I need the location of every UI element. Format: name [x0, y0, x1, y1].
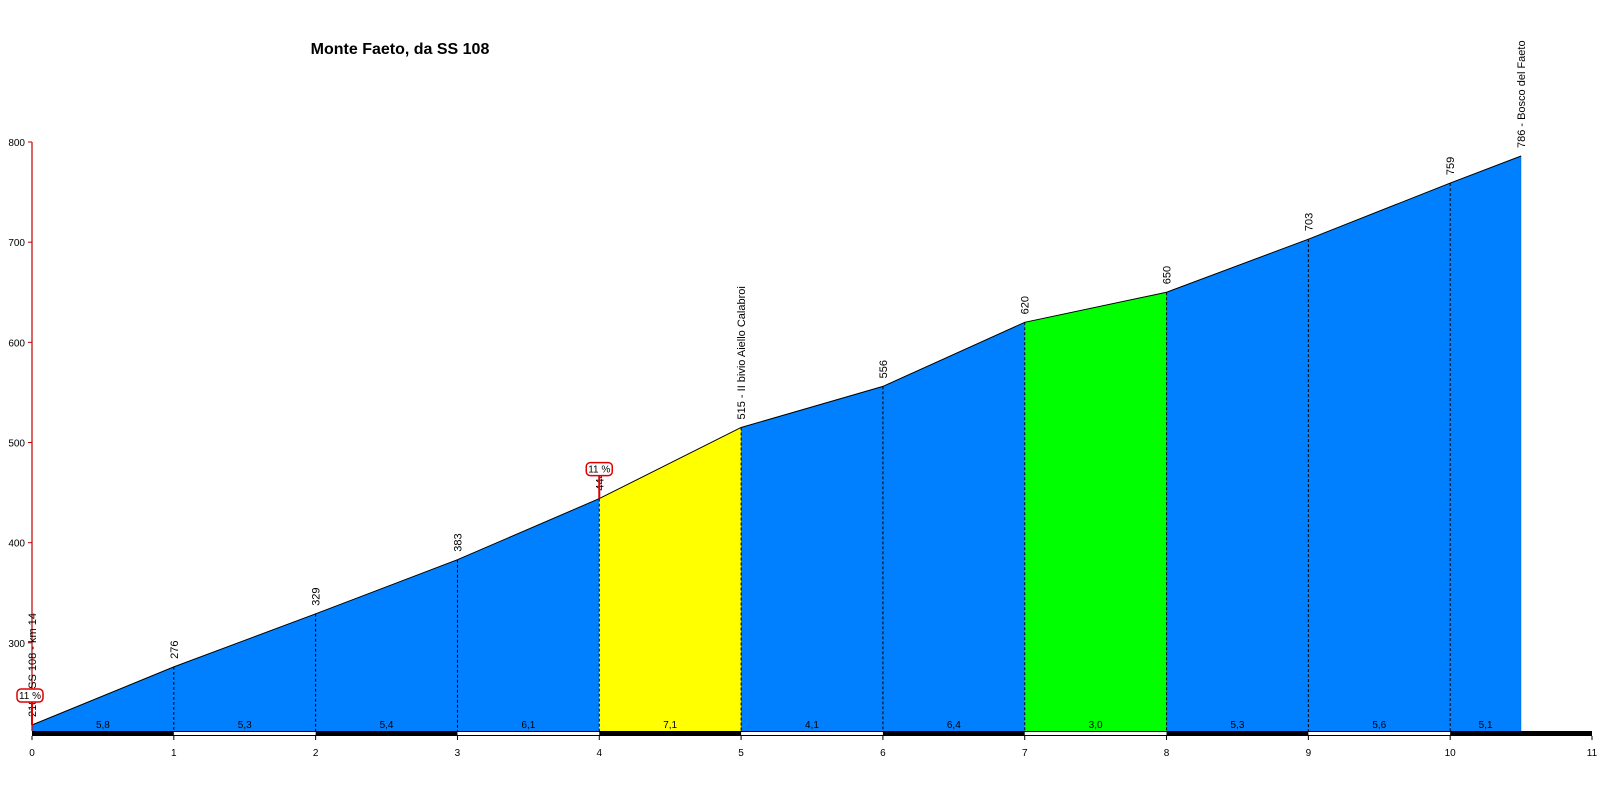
- segment-fill-4: [599, 427, 741, 731]
- point-label: 759: [1445, 157, 1457, 175]
- x-tick-label: 3: [455, 748, 461, 759]
- point-label: 703: [1303, 213, 1315, 231]
- segment-fill-9: [1308, 183, 1450, 731]
- segment-grade-label: 6,1: [521, 720, 535, 731]
- marker-label: 11 %: [588, 465, 610, 476]
- segment-grade-label: 6,4: [947, 720, 961, 731]
- profile-fills: [32, 156, 1521, 731]
- point-label: 383: [452, 533, 464, 551]
- x-tick-label: 9: [1306, 748, 1312, 759]
- distance-bar-white-7: [1025, 732, 1167, 735]
- segment-fill-7: [1025, 292, 1167, 731]
- segment-fill-10: [1450, 156, 1521, 731]
- y-tick-label: 600: [8, 338, 25, 349]
- x-axis: 0 1 2 3 4 5 6 7 8 9 10 11: [29, 736, 1597, 759]
- segment-grade-label: 5,3: [238, 720, 252, 731]
- point-label: 329: [311, 587, 323, 605]
- point-label: 786 - Bosco del Faeto: [1516, 40, 1528, 148]
- segment-grade-label: 3,0: [1089, 720, 1103, 731]
- y-tick-label: 400: [8, 539, 25, 550]
- segment-fill-5: [741, 386, 883, 731]
- chart-title: Monte Faeto, da SS 108: [311, 41, 490, 58]
- x-tick-label: 11: [1587, 748, 1598, 759]
- y-tick-label: 500: [8, 439, 25, 450]
- segment-grade-label: 5,1: [1479, 720, 1493, 731]
- segment-grade-label: 7,1: [663, 720, 677, 731]
- segment-grade-label: 5,3: [1231, 720, 1245, 731]
- point-label: 556: [878, 360, 890, 378]
- segment-fill-1: [174, 614, 316, 731]
- y-tick-label: 700: [8, 238, 25, 249]
- segment-fill-2: [316, 560, 458, 731]
- segment-grade-label: 5,8: [96, 720, 110, 731]
- y-tick-label: 300: [8, 639, 25, 650]
- x-tick-label: 10: [1445, 748, 1457, 759]
- distance-bar-white-1: [174, 732, 316, 735]
- x-tick-label: 1: [171, 748, 177, 759]
- segment-grade-label: 5,6: [1372, 720, 1386, 731]
- point-label: 620: [1020, 296, 1032, 314]
- point-label: 515 - II bivio Aiello Calabroi: [736, 286, 748, 419]
- distance-bar-white-5: [741, 732, 883, 735]
- max-grade-marker: 11 %: [586, 463, 612, 499]
- x-tick-label: 7: [1022, 748, 1028, 759]
- marker-label: 11 %: [19, 691, 41, 702]
- x-tick-label: 5: [738, 748, 744, 759]
- x-tick-label: 6: [880, 748, 886, 759]
- point-label: 276: [169, 641, 181, 659]
- segment-fill-8: [1167, 239, 1309, 731]
- distance-bar-white-9: [1308, 732, 1450, 735]
- distance-bar-white-3: [457, 732, 599, 735]
- x-tick-label: 2: [313, 748, 319, 759]
- segment-grade-label: 5,4: [380, 720, 394, 731]
- segment-grade-label: 4,1: [805, 720, 819, 731]
- point-label: 650: [1162, 266, 1174, 284]
- x-tick-label: 8: [1164, 748, 1170, 759]
- segment-fill-6: [883, 322, 1025, 731]
- x-tick-label: 0: [29, 748, 35, 759]
- segment-fill-3: [457, 499, 599, 731]
- x-tick-label: 4: [596, 748, 602, 759]
- y-tick-label: 800: [8, 138, 25, 149]
